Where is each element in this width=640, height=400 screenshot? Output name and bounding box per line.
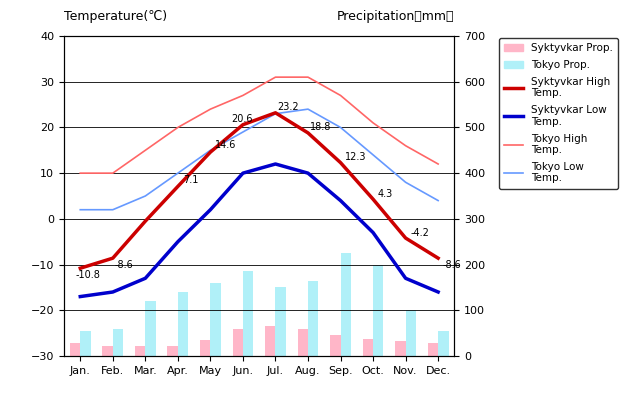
Text: 12.3: 12.3: [346, 152, 367, 162]
Tokyo High
Temp.: [109, 171, 116, 176]
Syktyvkar High
Temp.: [141, 219, 149, 224]
Text: -10.8: -10.8: [76, 270, 100, 280]
Tokyo Low
Temp.: [239, 130, 247, 134]
Text: -8.6: -8.6: [443, 260, 462, 270]
Text: 18.8: 18.8: [310, 122, 331, 132]
Bar: [178, 292, 188, 356]
Text: 14.6: 14.6: [215, 140, 237, 150]
Syktyvkar High
Temp.: [369, 197, 377, 202]
Legend: Syktyvkar Prop., Tokyo Prop., Syktyvkar High
Temp., Syktyvkar Low
Temp., Tokyo H: Syktyvkar Prop., Tokyo Prop., Syktyvkar …: [499, 38, 618, 189]
Bar: [232, 330, 243, 356]
Syktyvkar High
Temp.: [76, 266, 84, 271]
Tokyo Low
Temp.: [141, 194, 149, 198]
Syktyvkar High
Temp.: [109, 256, 116, 260]
Tokyo Low
Temp.: [109, 207, 116, 212]
Bar: [428, 343, 438, 356]
Syktyvkar Low
Temp.: [304, 171, 312, 176]
Tokyo High
Temp.: [271, 75, 279, 80]
Tokyo Low
Temp.: [435, 198, 442, 203]
Line: Syktyvkar Low
Temp.: Syktyvkar Low Temp.: [80, 164, 438, 296]
Line: Syktyvkar High
Temp.: Syktyvkar High Temp.: [80, 113, 438, 268]
Tokyo High
Temp.: [141, 148, 149, 153]
Syktyvkar High
Temp.: [337, 160, 344, 165]
Syktyvkar Low
Temp.: [271, 162, 279, 166]
Text: 23.2: 23.2: [277, 102, 299, 112]
Text: -8.6: -8.6: [115, 260, 133, 270]
Text: 20.6: 20.6: [232, 114, 253, 124]
Line: Tokyo High
Temp.: Tokyo High Temp.: [80, 77, 438, 173]
Tokyo High
Temp.: [369, 120, 377, 125]
Tokyo Low
Temp.: [271, 111, 279, 116]
Tokyo High
Temp.: [239, 93, 247, 98]
Syktyvkar High
Temp.: [435, 256, 442, 260]
Syktyvkar High
Temp.: [239, 122, 247, 127]
Syktyvkar Low
Temp.: [435, 290, 442, 294]
Bar: [308, 280, 319, 356]
Bar: [275, 288, 286, 356]
Syktyvkar Low
Temp.: [402, 276, 410, 281]
Bar: [363, 339, 373, 356]
Bar: [80, 331, 91, 356]
Text: -4.2: -4.2: [410, 228, 429, 238]
Bar: [330, 336, 340, 356]
Tokyo Low
Temp.: [402, 180, 410, 185]
Bar: [200, 340, 211, 356]
Tokyo Low
Temp.: [174, 171, 182, 176]
Syktyvkar Low
Temp.: [109, 290, 116, 294]
Bar: [211, 283, 221, 356]
Tokyo Low
Temp.: [76, 207, 84, 212]
Tokyo Low
Temp.: [207, 148, 214, 153]
Syktyvkar High
Temp.: [207, 150, 214, 154]
Syktyvkar Low
Temp.: [207, 207, 214, 212]
Tokyo Low
Temp.: [369, 152, 377, 157]
Text: 7.1: 7.1: [183, 174, 198, 184]
Bar: [145, 301, 156, 356]
Bar: [373, 264, 383, 356]
Bar: [135, 346, 145, 356]
Bar: [340, 253, 351, 356]
Bar: [265, 326, 275, 356]
Tokyo High
Temp.: [435, 162, 442, 166]
Tokyo Low
Temp.: [304, 107, 312, 112]
Bar: [438, 331, 449, 356]
Tokyo Low
Temp.: [337, 125, 344, 130]
Tokyo High
Temp.: [337, 93, 344, 98]
Bar: [406, 310, 416, 356]
Syktyvkar High
Temp.: [271, 110, 279, 115]
Tokyo High
Temp.: [76, 171, 84, 176]
Syktyvkar Low
Temp.: [141, 276, 149, 281]
Text: Precipitation（mm）: Precipitation（mm）: [337, 10, 454, 23]
Tokyo High
Temp.: [174, 125, 182, 130]
Tokyo High
Temp.: [402, 143, 410, 148]
Bar: [102, 346, 113, 356]
Syktyvkar Low
Temp.: [174, 239, 182, 244]
Bar: [70, 343, 80, 356]
Line: Tokyo Low
Temp.: Tokyo Low Temp.: [80, 109, 438, 210]
Syktyvkar Low
Temp.: [369, 230, 377, 235]
Syktyvkar High
Temp.: [174, 184, 182, 189]
Bar: [168, 346, 178, 356]
Bar: [298, 330, 308, 356]
Syktyvkar High
Temp.: [304, 130, 312, 135]
Syktyvkar Low
Temp.: [76, 294, 84, 299]
Syktyvkar Low
Temp.: [239, 171, 247, 176]
Text: 4.3: 4.3: [378, 189, 393, 199]
Bar: [395, 341, 406, 356]
Syktyvkar High
Temp.: [402, 236, 410, 240]
Tokyo High
Temp.: [207, 107, 214, 112]
Text: Temperature(℃): Temperature(℃): [64, 10, 167, 23]
Tokyo High
Temp.: [304, 75, 312, 80]
Syktyvkar Low
Temp.: [337, 198, 344, 203]
Bar: [113, 328, 124, 356]
Bar: [243, 272, 253, 356]
